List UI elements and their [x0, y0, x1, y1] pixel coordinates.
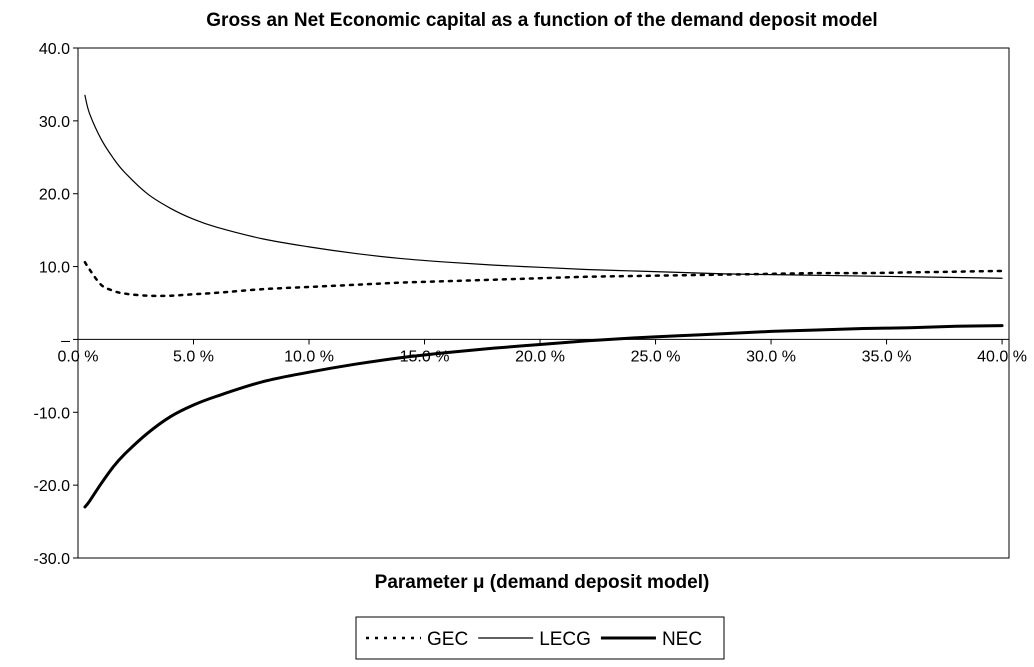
y-tick-label: 10.0	[39, 260, 70, 277]
chart-title: Gross an Net Economic capital as a funct…	[206, 10, 877, 31]
x-tick-label: 0.0 %	[58, 348, 99, 365]
plot-area-frame	[77, 47, 1010, 559]
x-tick-label: 35.0 %	[862, 348, 912, 365]
y-tick-label: –	[61, 332, 70, 349]
legend-label-gec: GEC	[427, 629, 468, 650]
series-line-lecg	[84, 94, 1003, 279]
series-line-nec	[83, 324, 1004, 509]
legend-label-nec: NEC	[662, 629, 702, 650]
legend: GEC LECG NEC	[355, 616, 725, 660]
x-tick-label: 20.0 %	[515, 348, 565, 365]
y-tick-label: -30.0	[34, 551, 71, 568]
y-axis-ticks: 40.0 30.0 20.0 10.0 – -10.0 -20.0 -30.0	[34, 41, 78, 568]
x-tick-label: 40.0 %	[977, 348, 1027, 365]
x-tick-label: 30.0 %	[746, 348, 796, 365]
x-axis-ticks: 0.0 % 5.0 % 10.0 % 15.0 % 20.0 % 25.0 % 30.0 %…	[58, 339, 1027, 365]
y-tick-label: 20.0	[39, 187, 70, 204]
series-layer	[83, 94, 1004, 509]
y-tick-label: -20.0	[34, 478, 71, 495]
x-tick-label: 25.0 %	[631, 348, 681, 365]
legend-box	[355, 616, 725, 660]
x-tick-label: 5.0 %	[173, 348, 214, 365]
y-tick-label: 30.0	[39, 114, 70, 131]
x-axis-label: Parameter μ (demand deposit model)	[375, 572, 710, 593]
legend-label-lecg: LECG	[539, 629, 591, 650]
series-line-gec	[83, 260, 1004, 298]
x-tick-label: 10.0 %	[284, 348, 334, 365]
y-tick-label: 40.0	[39, 41, 70, 58]
y-tick-label: -10.0	[34, 405, 71, 422]
